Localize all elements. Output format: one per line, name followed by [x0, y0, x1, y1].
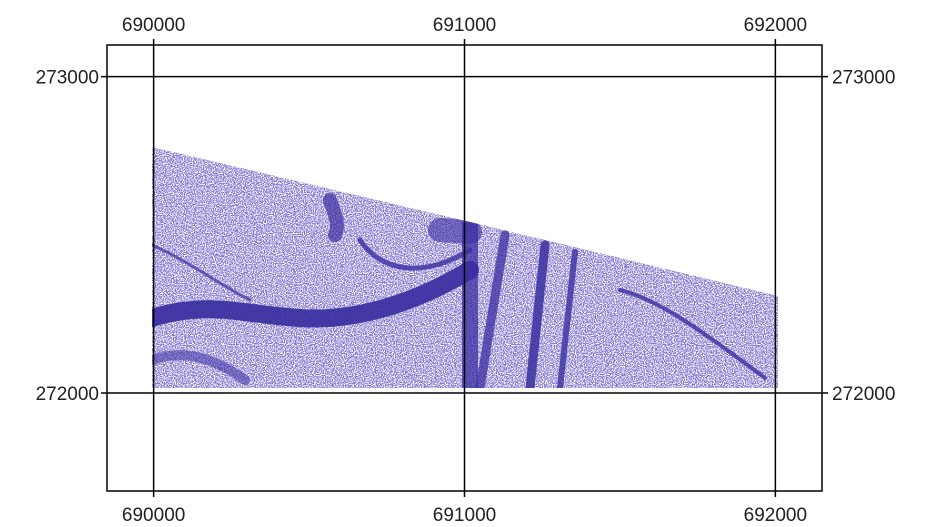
left-tick-label-272000: 272000: [36, 384, 99, 405]
ditch-line: [152, 243, 252, 302]
dense-block: [428, 218, 482, 244]
ditch-line-2: [618, 288, 767, 380]
left-tick-label-273000: 273000: [36, 68, 99, 89]
road-strip-4: [557, 249, 578, 388]
field-patch: [152, 350, 250, 385]
bottom-tick-label-692000: 692000: [744, 505, 807, 526]
right-tick-label-272000: 272000: [832, 384, 895, 405]
bottom-tick-label-690000: 690000: [122, 505, 185, 526]
top-tick-label-690000: 690000: [122, 15, 185, 36]
road-strip-2: [475, 230, 510, 388]
bottom-tick-label-691000: 691000: [433, 505, 496, 526]
right-tick-label-273000: 273000: [832, 68, 895, 89]
river-channel: [152, 261, 479, 328]
channel-bend: [357, 237, 473, 271]
top-tick-label-692000: 692000: [744, 15, 807, 36]
tick-labels: 690000 690000 691000 691000 692000 692000 2730…: [36, 15, 896, 526]
grid-lines: [101, 39, 828, 497]
top-tick-label-691000: 691000: [433, 15, 496, 36]
tree-patch: [323, 193, 345, 242]
road-strip-3: [525, 240, 550, 388]
